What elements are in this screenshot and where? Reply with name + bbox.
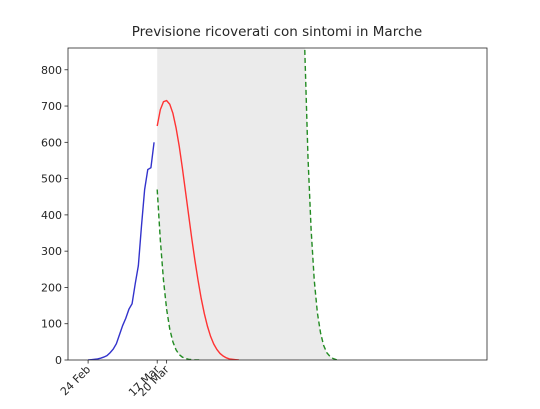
series-line bbox=[156, 189, 202, 360]
y-tick-label: 700 bbox=[41, 100, 62, 113]
y-tick-label: 200 bbox=[41, 281, 62, 294]
y-tick-label: 300 bbox=[41, 245, 62, 258]
plot-frame bbox=[67, 47, 488, 361]
line-layer bbox=[88, 48, 340, 360]
series-line bbox=[88, 142, 155, 360]
series-line bbox=[304, 48, 340, 360]
y-tick-label: 400 bbox=[41, 209, 62, 222]
series-line bbox=[156, 99, 239, 360]
y-tick-label: 0 bbox=[55, 354, 62, 367]
uncertainty-band bbox=[157, 48, 340, 360]
x-tick-label: 24 Feb bbox=[58, 363, 93, 398]
y-tick-label: 100 bbox=[41, 318, 62, 331]
band-layer bbox=[157, 48, 340, 360]
y-tick-label: 500 bbox=[41, 173, 62, 186]
y-tick-label: 800 bbox=[41, 64, 62, 77]
y-tick-label: 600 bbox=[41, 136, 62, 149]
chart-title: Previsione ricoverati con sintomi in Mar… bbox=[132, 24, 423, 40]
